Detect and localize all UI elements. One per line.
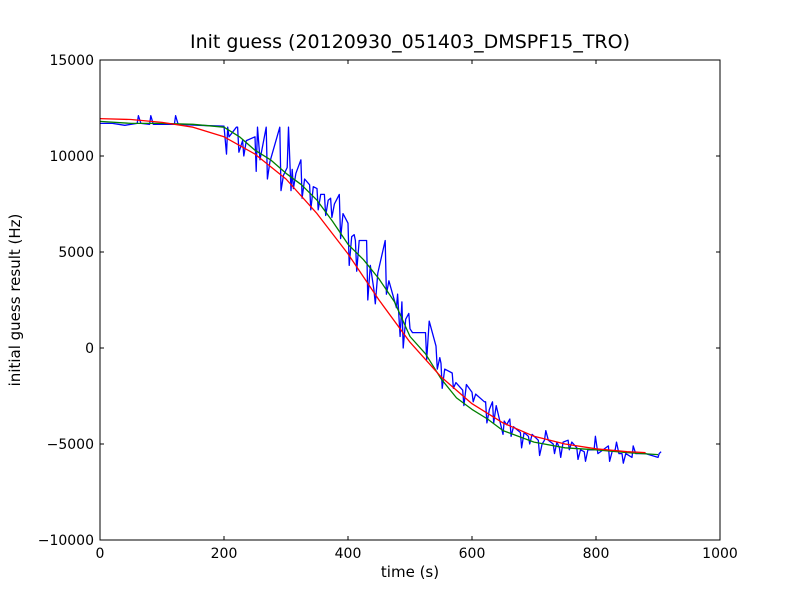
y-tick-label: 5000 bbox=[58, 245, 94, 261]
series-line-3 bbox=[99, 117, 646, 454]
axes-frame bbox=[99, 59, 721, 541]
x-tick-label: 800 bbox=[583, 546, 610, 562]
y-tick-label: −5000 bbox=[47, 437, 94, 453]
y-tick-label: 0 bbox=[85, 341, 94, 357]
chart-title: Init guess (20120930_051403_DMSPF15_TRO) bbox=[190, 31, 630, 53]
series-line-2 bbox=[99, 120, 659, 456]
axis-ticks: 0 200 400 600 800 1000 −10000 −5000 0 5000 10000 15… bbox=[38, 53, 738, 562]
x-tick-label: 0 bbox=[96, 546, 105, 562]
y-tick-label: −10000 bbox=[38, 533, 94, 549]
x-tick-label: 1000 bbox=[702, 546, 738, 562]
x-tick-label: 600 bbox=[459, 546, 486, 562]
x-tick-label: 400 bbox=[335, 546, 362, 562]
y-tick-label: 10000 bbox=[49, 149, 94, 165]
y-tick-label: 15000 bbox=[49, 53, 94, 69]
plot-area bbox=[99, 115, 662, 464]
x-axis-label: time (s) bbox=[381, 563, 439, 581]
y-axis-label: initial guess result (Hz) bbox=[6, 214, 24, 387]
x-tick-label: 200 bbox=[211, 546, 238, 562]
